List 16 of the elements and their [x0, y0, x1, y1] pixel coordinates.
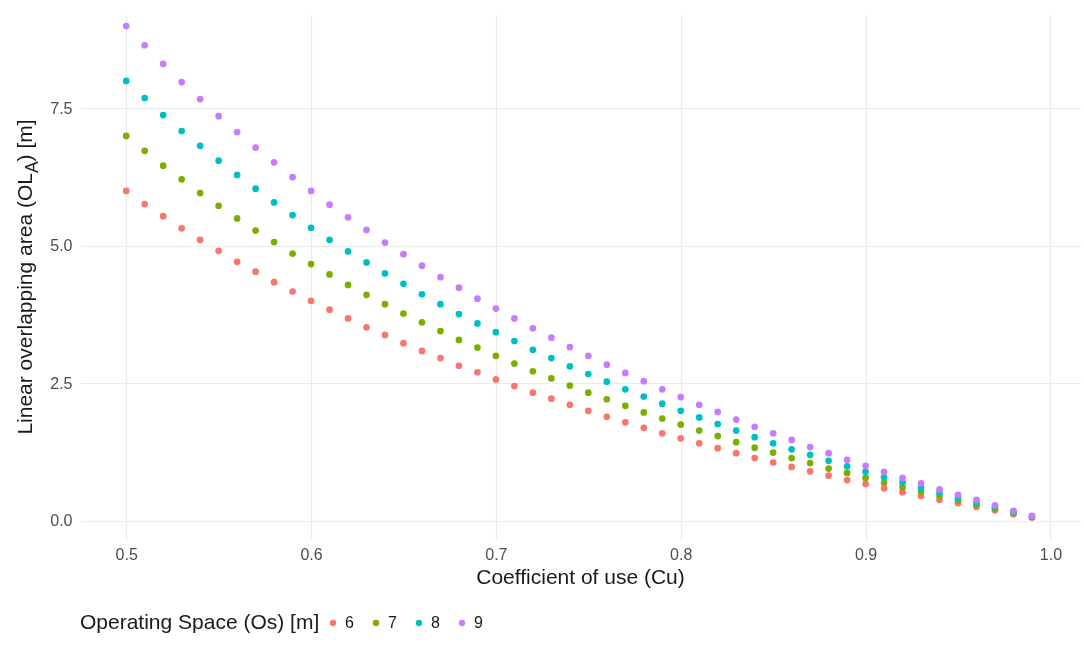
legend-label: 8 [431, 614, 440, 631]
legend-label: 7 [388, 614, 397, 631]
y-tick-label: 5.0 [50, 237, 73, 255]
legend-title: Operating Space (Os) [m] [80, 610, 320, 633]
x-tick-label: 0.5 [115, 545, 138, 563]
y-tick-label: 2.5 [50, 374, 73, 392]
x-tick-label: 1.0 [1039, 545, 1063, 563]
x-tick-label: 0.8 [670, 545, 693, 563]
x-tick-label: 0.6 [300, 545, 323, 563]
y-tick-label: 0.0 [50, 512, 73, 530]
legend-label: 6 [345, 614, 354, 631]
x-tick-label: 0.9 [854, 545, 878, 563]
y-tick-label: 7.5 [50, 99, 73, 117]
x-axis-title: Coefficient of use (Cu) [476, 564, 685, 588]
x-tick-label: 0.7 [485, 545, 508, 563]
legend-label: 9 [474, 614, 483, 631]
